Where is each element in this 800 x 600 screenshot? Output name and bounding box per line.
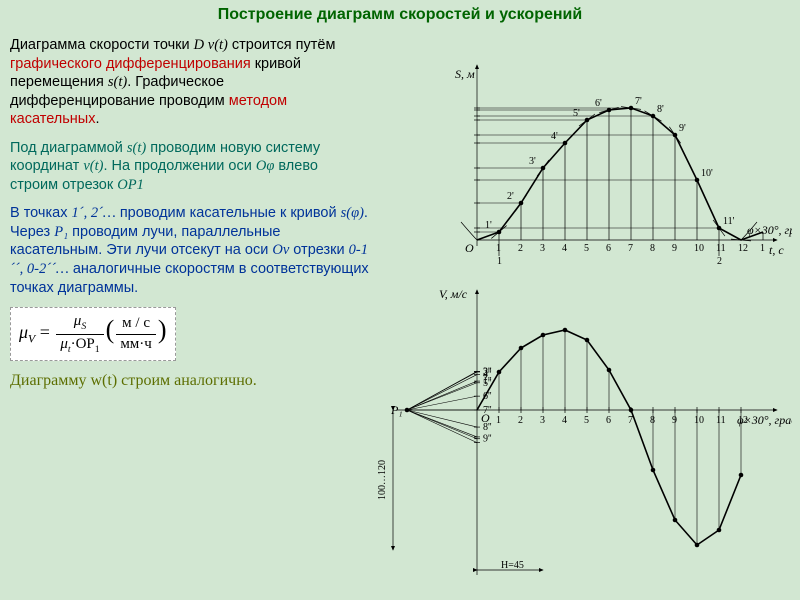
svg-text:P₁: P₁: [390, 403, 403, 417]
svg-text:6': 6': [595, 98, 602, 109]
txt: μ: [60, 336, 68, 352]
txt: s(t): [127, 140, 146, 156]
svg-text:4: 4: [562, 415, 567, 426]
svg-text:5'': 5'': [483, 378, 492, 389]
text-column: Диаграмма скорости точки D v(t) строится…: [10, 36, 370, 402]
txt: . На продолжении оси: [103, 158, 255, 174]
txt: v(t): [83, 158, 103, 174]
svg-text:2: 2: [518, 243, 523, 254]
svg-text:7: 7: [628, 243, 633, 254]
svg-text:1: 1: [497, 256, 502, 267]
svg-text:5': 5': [573, 108, 580, 119]
svg-text:9': 9': [679, 123, 686, 134]
svg-text:7': 7': [635, 96, 642, 107]
velocity-diagram: S, мφ×30°, градt, сO12345678910111211'2'…: [377, 30, 792, 590]
svg-text:2: 2: [518, 415, 523, 426]
txt: 1´, 2´…: [71, 205, 115, 221]
svg-text:O: O: [465, 241, 474, 255]
paragraph-4: Диаграмму w(t) строим аналогично.: [10, 371, 370, 391]
txt: .: [95, 111, 99, 127]
svg-text:7'': 7'': [483, 405, 492, 416]
txt: Ov: [272, 242, 289, 258]
svg-text:4: 4: [562, 243, 567, 254]
svg-text:S, м: S, м: [455, 67, 475, 81]
svg-text:7: 7: [628, 415, 633, 426]
svg-text:11: 11: [716, 243, 726, 254]
svg-text:9: 9: [672, 243, 677, 254]
txt: =: [35, 322, 54, 342]
svg-text:8: 8: [650, 243, 655, 254]
txt: ): [158, 315, 167, 344]
txt: s(φ): [341, 205, 364, 221]
svg-text:t, с: t, с: [769, 243, 784, 257]
paragraph-3: В точках 1´, 2´… проводим касательные к …: [10, 204, 370, 297]
txt: Р₁: [54, 224, 68, 240]
svg-text:8': 8': [657, 104, 664, 115]
svg-text:1: 1: [496, 243, 501, 254]
txt: отрезки: [289, 242, 348, 258]
formula: μV = μSμt·OP1(м / смм·ч): [10, 307, 176, 361]
txt: строится путём: [228, 37, 336, 53]
txt: 1: [95, 344, 100, 355]
svg-text:2: 2: [717, 256, 722, 267]
svg-text:4': 4': [551, 131, 558, 142]
svg-text:5: 5: [584, 415, 589, 426]
svg-text:10: 10: [694, 415, 704, 426]
svg-text:8'': 8'': [483, 422, 492, 433]
txt: Под диаграммой: [10, 140, 127, 156]
txt: ·OP: [71, 336, 95, 352]
svg-text:6: 6: [606, 243, 611, 254]
svg-text:1': 1': [485, 220, 492, 231]
paragraph-2: Под диаграммой s(t) проводим новую систе…: [10, 139, 370, 195]
txt: В точках: [10, 205, 71, 221]
svg-text:6: 6: [606, 415, 611, 426]
svg-text:H=45: H=45: [501, 560, 524, 571]
svg-text:3: 3: [540, 415, 545, 426]
svg-text:3: 3: [540, 243, 545, 254]
svg-text:8: 8: [650, 415, 655, 426]
svg-text:11': 11': [723, 216, 735, 227]
txt: S: [81, 321, 86, 332]
page-title: Построение диаграмм скоростей и ускорени…: [0, 6, 800, 24]
svg-text:1: 1: [760, 243, 765, 254]
svg-text:12: 12: [738, 415, 748, 426]
txt: Оφ: [256, 158, 275, 174]
txt: s(t): [108, 74, 127, 90]
paragraph-1: Диаграмма скорости точки D v(t) строится…: [10, 36, 370, 129]
svg-text:100…120: 100…120: [377, 460, 388, 500]
svg-text:10: 10: [694, 243, 704, 254]
svg-text:V, м/с: V, м/с: [439, 287, 468, 301]
svg-text:12: 12: [738, 243, 748, 254]
svg-text:5: 5: [584, 243, 589, 254]
svg-text:6'': 6'': [483, 391, 492, 402]
txt: D v(t): [194, 37, 228, 53]
formula-row: μV = μSμt·OP1(м / смм·ч): [10, 307, 370, 361]
txt: м / с: [116, 314, 156, 334]
svg-text:10': 10': [701, 168, 713, 179]
txt: ОР1: [117, 177, 144, 193]
txt: графического дифференцирования: [10, 56, 251, 72]
svg-text:9'': 9'': [483, 434, 492, 445]
txt: (: [106, 315, 115, 344]
txt: проводим касательные к кривой: [116, 205, 341, 221]
svg-text:1: 1: [496, 415, 501, 426]
txt: мм·ч: [116, 335, 156, 354]
svg-text:2': 2': [507, 191, 514, 202]
svg-text:3': 3': [529, 156, 536, 167]
svg-text:11: 11: [716, 415, 726, 426]
svg-text:9: 9: [672, 415, 677, 426]
txt: Диаграмма скорости точки: [10, 37, 194, 53]
txt: μ: [19, 322, 28, 342]
